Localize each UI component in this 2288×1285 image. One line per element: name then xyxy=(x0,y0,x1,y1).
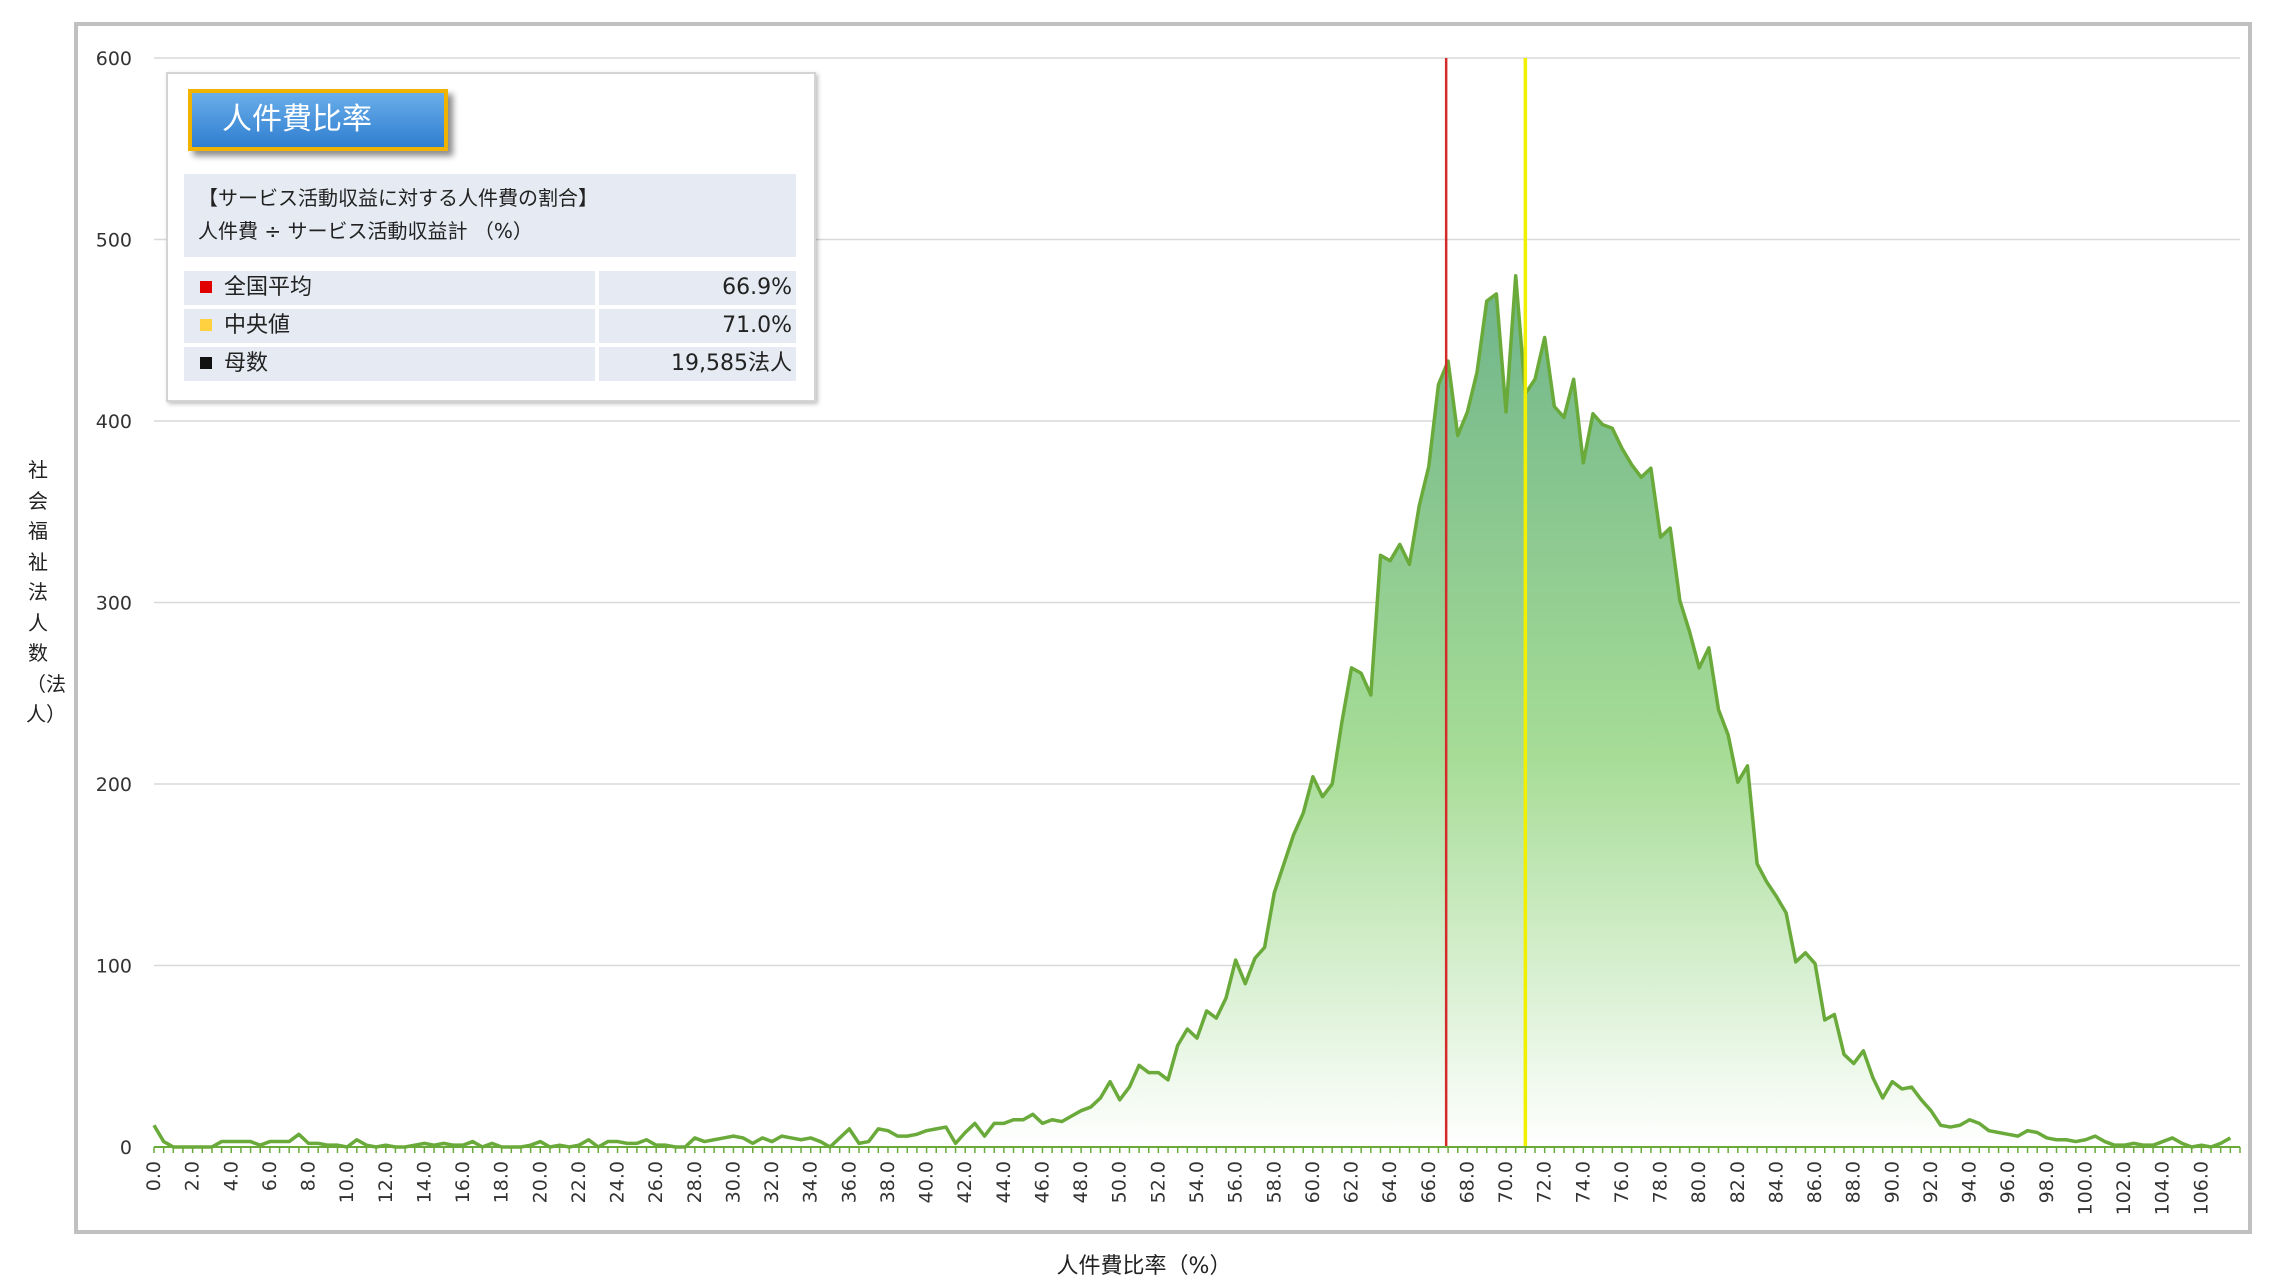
x-tick-label: 64.0 xyxy=(1379,1161,1401,1203)
x-tick-label: 76.0 xyxy=(1611,1161,1633,1203)
x-tick-label: 72.0 xyxy=(1534,1161,1556,1203)
x-tick-label: 8.0 xyxy=(298,1161,320,1191)
x-tick-label: 20.0 xyxy=(529,1161,551,1203)
x-tick-label: 46.0 xyxy=(1031,1161,1053,1203)
legend-description: 【サービス活動収益に対する人件費の割合】 人件費 ÷ サービス活動収益計 （%） xyxy=(184,174,796,257)
x-tick-label: 4.0 xyxy=(220,1161,242,1191)
y-tick-label: 500 xyxy=(96,230,132,252)
x-tick-label: 52.0 xyxy=(1147,1161,1169,1203)
y-tick-label: 600 xyxy=(96,48,132,70)
x-tick-label: 16.0 xyxy=(452,1161,474,1203)
x-tick-label: 2.0 xyxy=(182,1161,204,1191)
x-tick-label: 84.0 xyxy=(1765,1161,1787,1203)
x-tick-label: 60.0 xyxy=(1302,1161,1324,1203)
legend-count-value: 19,585法人 xyxy=(599,347,796,381)
x-tick-label: 90.0 xyxy=(1881,1161,1903,1203)
x-tick-label: 78.0 xyxy=(1650,1161,1672,1203)
x-tick-label: 86.0 xyxy=(1804,1161,1826,1203)
y-tick-label: 300 xyxy=(96,593,132,615)
x-tick-label: 48.0 xyxy=(1070,1161,1092,1203)
x-tick-label: 40.0 xyxy=(916,1161,938,1203)
legend-median-value: 71.0% xyxy=(599,309,796,343)
x-tick-label: 12.0 xyxy=(375,1161,397,1203)
x-tick-label: 36.0 xyxy=(838,1161,860,1203)
x-tick-label: 82.0 xyxy=(1727,1161,1749,1203)
x-tick-label: 70.0 xyxy=(1495,1161,1517,1203)
x-tick-label: 80.0 xyxy=(1688,1161,1710,1203)
y-tick-label: 0 xyxy=(120,1137,132,1159)
count-marker-icon xyxy=(200,357,212,369)
x-tick-label: 54.0 xyxy=(1186,1161,1208,1203)
x-axis-label: 人件費比率（%） xyxy=(1056,1254,1232,1279)
y-tick-label: 200 xyxy=(96,774,132,796)
mean-marker-icon xyxy=(200,281,212,293)
x-tick-label: 42.0 xyxy=(954,1161,976,1203)
x-tick-label: 0.0 xyxy=(143,1161,165,1191)
legend-title: 人件費比率 xyxy=(188,89,448,151)
x-tick-label: 92.0 xyxy=(1920,1161,1942,1203)
legend-row-mean: 全国平均 66.9% xyxy=(184,271,796,305)
x-tick-label: 6.0 xyxy=(259,1161,281,1191)
x-tick-label: 88.0 xyxy=(1843,1161,1865,1203)
distribution-line xyxy=(152,274,2232,1149)
x-tick-label: 22.0 xyxy=(568,1161,590,1203)
legend-mean-value: 66.9% xyxy=(599,271,796,305)
legend-description-line-2: 人件費 ÷ サービス活動収益計 （%） xyxy=(198,219,533,243)
x-tick-label: 50.0 xyxy=(1109,1161,1131,1203)
x-tick-label: 62.0 xyxy=(1341,1161,1363,1203)
legend-panel: 人件費比率 【サービス活動収益に対する人件費の割合】 人件費 ÷ サービス活動収… xyxy=(166,72,816,402)
x-tick-label: 28.0 xyxy=(684,1161,706,1203)
y-axis-label: 社会福祉法人数（法人） xyxy=(26,458,66,726)
legend-row-median: 中央値 71.0% xyxy=(184,309,796,343)
legend-median-label: 中央値 xyxy=(224,313,291,338)
x-tick-label: 32.0 xyxy=(761,1161,783,1203)
x-tick-label: 104.0 xyxy=(2152,1161,2174,1215)
y-tick-label: 400 xyxy=(96,411,132,433)
x-tick-label: 38.0 xyxy=(877,1161,899,1203)
x-tick-label: 10.0 xyxy=(336,1161,358,1203)
x-tick-label: 106.0 xyxy=(2190,1161,2212,1215)
x-tick-label: 24.0 xyxy=(607,1161,629,1203)
x-tick-label: 102.0 xyxy=(2113,1161,2135,1215)
x-tick-label: 96.0 xyxy=(1997,1161,2019,1203)
legend-description-line-1: 【サービス活動収益に対する人件費の割合】 xyxy=(198,186,598,210)
legend-mean-label: 全国平均 xyxy=(224,275,313,300)
legend-row-count: 母数 19,585法人 xyxy=(184,347,796,381)
median-marker-icon xyxy=(200,319,212,331)
x-tick-label: 30.0 xyxy=(722,1161,744,1203)
chart-frame: 0 100 200 300 400 500 600 0.0 2.0 4.0 6.0 8.0 10.0 1… xyxy=(74,22,2252,1234)
x-tick-label: 44.0 xyxy=(993,1161,1015,1203)
x-tick-label: 58.0 xyxy=(1263,1161,1285,1203)
x-tick-label: 34.0 xyxy=(800,1161,822,1203)
x-tick-label: 18.0 xyxy=(491,1161,513,1203)
x-tick-label: 68.0 xyxy=(1456,1161,1478,1203)
x-tick-label: 66.0 xyxy=(1418,1161,1440,1203)
x-tick-label: 26.0 xyxy=(645,1161,667,1203)
x-tick-label: 100.0 xyxy=(2074,1161,2096,1215)
chart-plot: 0 100 200 300 400 500 600 0.0 2.0 4.0 6.0 8.0 10.0 1… xyxy=(96,48,2241,1215)
x-tick-label: 74.0 xyxy=(1572,1161,1594,1203)
y-tick-label: 100 xyxy=(96,956,132,978)
x-tick-label: 94.0 xyxy=(1959,1161,1981,1203)
distribution-area xyxy=(154,275,2231,1147)
x-tick-label: 14.0 xyxy=(413,1161,435,1203)
x-tick-label: 98.0 xyxy=(2036,1161,2058,1203)
legend-count-label: 母数 xyxy=(224,351,269,376)
x-tick-label: 56.0 xyxy=(1225,1161,1247,1203)
